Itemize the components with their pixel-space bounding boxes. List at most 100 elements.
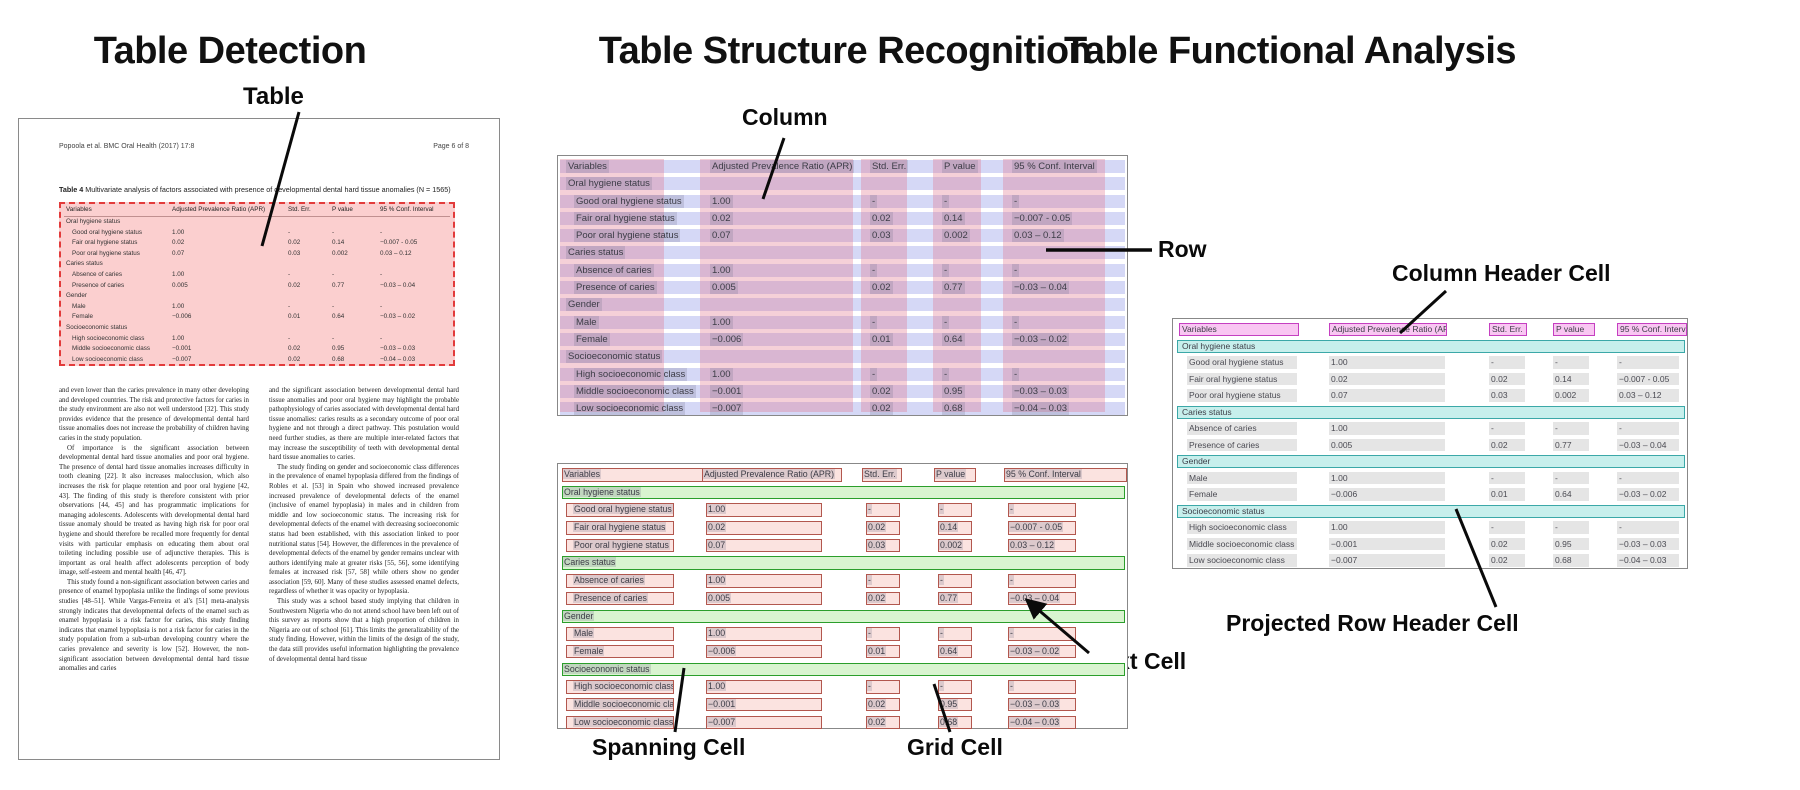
table-cell: -: [1617, 521, 1679, 534]
row-box: [560, 332, 1125, 346]
table-cell: 1.00: [172, 270, 185, 278]
cell-text: -: [867, 504, 872, 515]
cell-text: −0.007 - 0.05: [1009, 522, 1064, 533]
document-page: Page 6 of 8 Popoola et al. BMC Oral Heal…: [18, 118, 500, 760]
callout-projected-row-header-cell: Projected Row Header Cell: [1226, 610, 1519, 636]
row-label: High socioeconomic class: [72, 334, 145, 342]
cell-text: -: [1009, 628, 1014, 639]
cell-text: 1.00: [707, 504, 727, 515]
text-cell: Presence of caries: [566, 591, 674, 606]
table-cell: 0.02: [172, 239, 185, 247]
cell-text: Poor oral hygiene status: [573, 539, 670, 550]
text-cell: 0.005: [706, 591, 822, 606]
table-cell: −0.03 – 0.03: [1617, 537, 1679, 550]
table-row: Presence of caries 0.005 0.02 0.77 −0.03 – 0…: [1175, 438, 1685, 451]
table-row: Good oral hygiene status 1.00 - - -: [64, 228, 450, 239]
grid-cell: -: [1008, 503, 1076, 517]
cell-text: Adjusted Prevalence Ratio (APR): [703, 469, 836, 479]
table-cell: 0.02: [288, 239, 301, 247]
row-label: Female: [72, 313, 93, 321]
cell-text: Caries status: [563, 557, 617, 568]
section-row: Caries status: [560, 246, 1125, 260]
column-header-cell: Std. Err.: [1489, 323, 1527, 336]
cell-text: 0.07: [707, 539, 727, 550]
projected-row-header-cell: Socioeconomic status: [1177, 504, 1685, 518]
table-cell: −0.03 – 0.04: [1012, 281, 1070, 295]
table-cell: 1.00: [172, 302, 185, 310]
spanning-cell: Gender: [562, 609, 1125, 623]
table-cell: Middle socioeconomic class: [1187, 537, 1297, 550]
table-row: Poor oral hygiene status 0.07 0.03 0.002 0.0…: [1175, 389, 1685, 402]
table-cell: −0.007 - 0.05: [380, 239, 418, 247]
table-row: Female −0.006 0.01 0.64 −0.03 – 0.02: [1175, 488, 1685, 501]
text-cell: 1.00: [706, 574, 822, 588]
panel-title-table-structure-recognition: Table Structure Recognition: [598, 30, 1092, 72]
grid-cell: -: [1008, 574, 1076, 588]
structure-rows-columns-table: Variables Adjusted Prevalence Ratio (APR)…: [557, 155, 1128, 416]
table-cell: 0.02: [870, 211, 893, 225]
cell-text: −0.03 – 0.04: [1009, 592, 1061, 603]
table-cell: -: [942, 367, 950, 381]
row-label: Absence of caries: [72, 270, 123, 278]
cell-text: 1.00: [707, 575, 727, 586]
text-cell: −0.03 – 0.04: [1008, 591, 1076, 606]
table-row: Absence of caries 1.00 - - -: [560, 574, 1125, 588]
cell-text: −0.03 – 0.02: [1009, 645, 1061, 656]
spanning-row: Socioeconomic status: [560, 662, 1125, 677]
table-cell: 0.95: [1553, 537, 1589, 550]
row-box: [560, 263, 1125, 277]
table-cell: 0.02: [1489, 554, 1525, 567]
row-box: [560, 402, 1125, 416]
row-label: Fair oral hygiene status: [574, 211, 677, 225]
table-row: Absence of caries 1.00 - - -: [1175, 422, 1685, 435]
table-cell: Good oral hygiene status: [1187, 356, 1297, 369]
row-label: Gender: [566, 298, 602, 312]
column-box: [560, 159, 664, 412]
cell-text: Gender: [563, 610, 595, 621]
text-cell: −0.03 – 0.02: [1008, 644, 1076, 659]
table-row: Middle socioeconomic class −0.001 0.02 0.95…: [560, 384, 1125, 398]
table-cell: 1.00: [710, 194, 733, 208]
column-box: [700, 159, 853, 412]
table-cell: -: [942, 194, 950, 208]
table-caption: Table 4 Multivariate analysis of factors…: [59, 185, 459, 194]
table-cell: -: [870, 367, 878, 381]
table-cell: 0.07: [710, 229, 733, 243]
table-cell: -: [288, 270, 291, 278]
table-cell: −0.007 - 0.05: [1617, 372, 1679, 385]
row-box: [560, 281, 1125, 295]
table-row: Presence of caries 0.005 0.02 0.77 −0.03 – 0…: [64, 281, 450, 292]
cell-text: Socioeconomic status: [563, 663, 651, 674]
text-cell: 0.01: [866, 644, 900, 659]
table-row: Fair oral hygiene status 0.02 0.02 0.14 −0.0…: [1175, 372, 1685, 385]
text-cell: 0.77: [938, 591, 972, 606]
header-cell: Variables: [66, 206, 92, 213]
body-paragraph: and the significant association between …: [269, 387, 459, 462]
grid-cell: -: [938, 574, 972, 588]
callout-column: Column: [742, 104, 828, 130]
section-row: Gender: [560, 298, 1125, 312]
row-box: [560, 229, 1125, 243]
row-label: Caries status: [66, 260, 103, 268]
row-box: [560, 315, 1125, 329]
table-row: High socioeconomic class 1.00 - - -: [560, 680, 1125, 694]
cell-text: 0.14: [939, 522, 959, 533]
cell-text: 0.02: [707, 522, 727, 533]
text-cell: 0.02: [866, 591, 900, 606]
table-row: Middle socioeconomic class −0.001 0.02 0.95…: [1175, 537, 1685, 550]
table-cell: −0.001: [710, 384, 744, 398]
grid-cell: -: [1008, 680, 1076, 694]
table-cell: -: [870, 315, 878, 329]
row-label: Good oral hygiene status: [72, 228, 143, 236]
row-label: Poor oral hygiene status: [574, 229, 681, 243]
table-cell: Female: [1187, 488, 1297, 501]
cell-text: 0.02: [867, 698, 887, 709]
table-cell: -: [1489, 422, 1525, 435]
row-label: Presence of caries: [574, 281, 657, 295]
section-row: Caries status: [64, 259, 450, 270]
table-cell: 0.02: [288, 281, 301, 289]
cell-text: Absence of caries: [573, 575, 645, 586]
cell-text: -: [867, 575, 872, 586]
table-cell: -: [332, 302, 335, 310]
grid-cell: -: [866, 503, 900, 517]
